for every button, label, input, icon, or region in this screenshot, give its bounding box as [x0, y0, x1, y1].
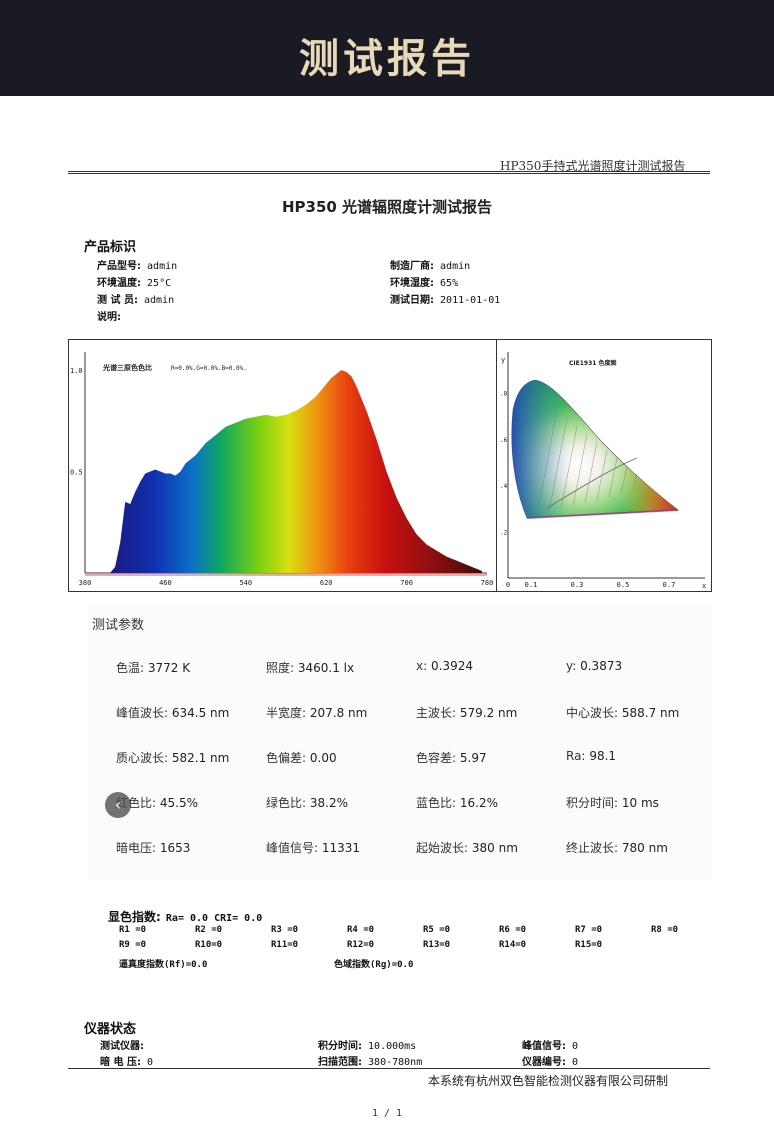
spectrum-y-tick: 0.5	[70, 469, 83, 477]
cie-x-label: x	[702, 582, 706, 590]
instrument-section-title: 仪器状态	[84, 1022, 137, 1037]
spectrum-x-tick: 700	[400, 579, 413, 587]
instrument-integration-time: 积分时间: 10.000ms	[318, 1041, 417, 1052]
note: 说明:	[97, 312, 121, 323]
param-item: 暗电压: 1653	[116, 841, 191, 855]
param-item: 蓝色比: 16.2%	[416, 796, 498, 810]
param-item: 色容差: 5.97	[416, 751, 487, 765]
report-title: HP350 光谱辐照度计测试报告	[281, 198, 493, 216]
param-item: 绿色比: 38.2%	[266, 796, 348, 810]
cie-x-tick: 0.1	[525, 581, 538, 589]
param-item: y: 0.3873	[566, 659, 623, 673]
cri-item: R4 =0	[347, 925, 375, 935]
param-item: 积分时间: 10 ms	[566, 796, 659, 810]
spectrum-x-tick: 540	[239, 579, 252, 587]
param-item: 半宽度: 207.8 nm	[266, 706, 368, 720]
cie-x-tick: 0.7	[663, 581, 676, 589]
cri-item: R1 =0	[119, 925, 147, 935]
cie-panel: y x CIE1931 色度图 .8 .6 .4 .2 0 0.1 0.3 0.5 0.7	[496, 339, 712, 592]
cri-item: R14=0	[499, 940, 527, 950]
spectrum-ratio: R=0.0%.G=0.0%.B=0.0%.	[171, 365, 247, 372]
top-banner: 测试报告	[0, 0, 774, 96]
spectrum-x-tick: 460	[159, 579, 172, 587]
cie-locus-edge	[511, 380, 678, 518]
cie-x-tick: 0.5	[617, 581, 630, 589]
chevron-left-icon[interactable]: ‹	[105, 792, 131, 818]
param-item: 峰值波长: 634.5 nm	[116, 706, 230, 720]
instrument-dark-voltage: 暗 电 压: 0	[100, 1057, 154, 1068]
instrument-serial: 仪器编号: 0	[522, 1057, 579, 1068]
product-section-title: 产品标识	[84, 240, 137, 255]
env-temperature: 环境温度: 25°C	[97, 278, 172, 289]
footer-divider	[68, 1068, 710, 1069]
spectrum-title: 光谱三原色色比	[102, 363, 152, 372]
spectrum-area	[110, 370, 482, 573]
param-item: 起始波长: 380 nm	[416, 841, 518, 855]
cri-item: R7 =0	[575, 925, 603, 935]
cri-item: R5 =0	[423, 925, 451, 935]
cri-item: R2 =0	[195, 925, 223, 935]
param-item: 终止波长: 780 nm	[566, 841, 668, 855]
cie-planckian-locus	[546, 457, 638, 509]
cri-header: 显色指数: Ra= 0.0 CRI= 0.0	[108, 906, 262, 925]
instrument-peak-signal: 峰值信号: 0	[522, 1041, 579, 1052]
cie-title: CIE1931 色度图	[569, 359, 617, 367]
tester: 测 试 员: admin	[97, 295, 175, 306]
rf-index: 逼真度指数(Rf)=0.0	[119, 960, 208, 970]
spectrum-x-tick: 780	[481, 579, 494, 587]
param-item: 质心波长: 582.1 nm	[116, 751, 230, 765]
cie-y-tick: .2	[500, 530, 508, 537]
spectrum-chart: 1.0 0.5 380 460 540 620 700 780 光谱三原色色比 R=0.0%…	[70, 352, 494, 587]
report-header-text: HP350手持式光谱照度计测试报告	[500, 159, 686, 173]
cri-item: R12=0	[347, 940, 375, 950]
cie-chart: y x CIE1931 色度图 .8 .6 .4 .2 0 0.1 0.3 0.5 0.7	[500, 352, 706, 590]
footer-text: 本系统有杭州双色智能检测仪器有限公司研制	[428, 1074, 669, 1088]
cie-y-tick: .4	[500, 483, 508, 490]
cie-x-tick: 0	[506, 581, 510, 589]
param-item: x: 0.3924	[416, 659, 473, 673]
cie-y-tick: .8	[500, 390, 508, 397]
cri-item: R3 =0	[271, 925, 299, 935]
spectrum-x-tick: 380	[79, 579, 92, 587]
cri-item: R15=0	[575, 940, 603, 950]
param-item: 主波长: 579.2 nm	[416, 706, 518, 720]
cie-y-tick: .6	[500, 437, 508, 444]
test-date: 测试日期: 2011-01-01	[390, 295, 501, 306]
param-item: 色偏差: 0.00	[266, 751, 337, 765]
instrument-scan-range: 扫描范围: 380-780nm	[318, 1057, 423, 1068]
params-section-title: 测试参数	[92, 618, 145, 633]
instrument-device: 测试仪器:	[100, 1041, 144, 1052]
header-divider	[68, 171, 710, 172]
spectrum-y-tick: 1.0	[70, 367, 83, 375]
cie-y-label: y	[501, 356, 505, 364]
param-item: 峰值信号: 11331	[266, 841, 361, 855]
cri-item: R13=0	[423, 940, 451, 950]
cie-x-tick: 0.3	[571, 581, 584, 589]
cri-summary: Ra= 0.0 CRI= 0.0	[165, 913, 263, 924]
cri-item: R8 =0	[651, 925, 679, 935]
params-panel: 测试参数 色温: 3772 K 照度: 3460.1 lx x: 0.3924 y: …	[88, 604, 712, 880]
spectrum-panel: 1.0 0.5 380 460 540 620 700 780 光谱三原色色比 R=0.0%…	[68, 339, 497, 592]
spectrum-x-tick: 620	[320, 579, 333, 587]
param-item: 照度: 3460.1 lx	[266, 661, 355, 675]
manufacturer: 制造厂商: admin	[390, 261, 471, 272]
param-item: Ra: 98.1	[566, 749, 617, 763]
env-humidity: 环境湿度: 65%	[390, 278, 459, 289]
banner-title: 测试报告	[299, 35, 475, 82]
header-divider-2	[68, 173, 710, 174]
rg-index: 色域指数(Rg)=0.0	[334, 960, 414, 970]
cri-item: R6 =0	[499, 925, 527, 935]
param-item: 中心波长: 588.7 nm	[566, 706, 680, 720]
cri-item: R11=0	[271, 940, 299, 950]
product-model: 产品型号: admin	[97, 261, 178, 272]
cri-title: 显色指数:	[108, 910, 161, 924]
cri-item: R10=0	[195, 940, 223, 950]
cri-item: R9 =0	[119, 940, 147, 950]
page-number: 1 / 1	[371, 1108, 403, 1119]
param-item: 色温: 3772 K	[116, 661, 191, 675]
